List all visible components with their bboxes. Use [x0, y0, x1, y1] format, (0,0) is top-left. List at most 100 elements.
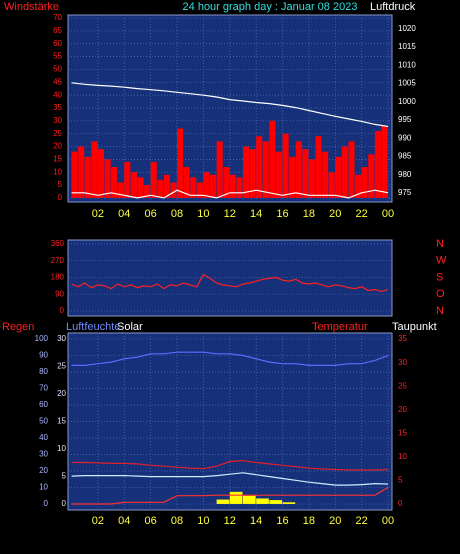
y-tick-label: 100	[35, 334, 49, 343]
legend-label: Taupunkt	[392, 321, 437, 333]
x-tick-label: 10	[197, 515, 209, 527]
x-tick-label: 06	[145, 208, 157, 220]
bar	[137, 177, 144, 198]
bar	[196, 182, 203, 198]
bar	[275, 151, 283, 198]
x-tick-label: 14	[250, 208, 262, 220]
bar	[190, 177, 197, 198]
y-tick-label: 5	[398, 475, 403, 484]
line	[71, 459, 389, 471]
y-tick-label: 10	[53, 167, 62, 176]
y-tick-label: 10	[39, 483, 48, 492]
y-tick-label: 0	[398, 499, 403, 508]
y-tick-label: 15	[53, 154, 62, 163]
y-tick-label: 30	[39, 450, 48, 459]
bar	[269, 120, 276, 198]
bar	[328, 172, 335, 198]
bar	[236, 177, 243, 198]
x-tick-label: 06	[145, 515, 157, 527]
x-tick-label: 14	[250, 515, 262, 527]
bar	[335, 156, 342, 198]
x-tick-label: 16	[276, 208, 288, 220]
wind-axis-title: Windstärke	[4, 1, 59, 13]
x-tick-label: 04	[118, 208, 130, 220]
bar	[348, 141, 355, 198]
bar	[381, 125, 388, 198]
bar	[144, 185, 151, 198]
x-tick-label: 16	[276, 515, 288, 527]
y-tick-label: 5	[58, 180, 63, 189]
y-tick-label: 1005	[398, 79, 416, 88]
bar	[308, 159, 316, 198]
x-tick-label: 02	[92, 208, 104, 220]
y-tick-label: 30	[53, 116, 62, 125]
bar	[262, 141, 269, 198]
y-tick-label: 70	[39, 384, 48, 393]
bar	[216, 499, 230, 504]
bar	[355, 174, 362, 198]
y-tick-label: N	[436, 305, 444, 317]
bar	[242, 146, 250, 198]
x-tick-label: 00	[382, 208, 394, 220]
bar	[97, 149, 105, 198]
bar	[289, 156, 296, 198]
y-tick-label: 1020	[398, 24, 416, 33]
bar	[157, 179, 164, 198]
y-tick-label: 995	[398, 115, 412, 124]
x-tick-label: 12	[224, 208, 236, 220]
y-tick-label: 55	[53, 52, 62, 61]
y-tick-label: 90	[39, 351, 48, 360]
bar	[242, 495, 256, 504]
legend-label: Regen	[2, 321, 34, 333]
y-tick-label: 15	[57, 417, 66, 426]
y-tick-label: 50	[39, 417, 48, 426]
line	[71, 472, 389, 486]
bar	[124, 161, 131, 198]
y-tick-label: 70	[53, 13, 62, 22]
y-tick-label: 360	[51, 239, 65, 248]
bar	[315, 136, 322, 198]
x-tick-label: 04	[118, 515, 130, 527]
x-tick-label: 02	[92, 515, 104, 527]
y-tick-label: 25	[53, 129, 62, 138]
y-tick-label: 0	[44, 499, 49, 508]
y-tick-label: N	[436, 238, 444, 250]
bar	[361, 167, 368, 198]
x-tick-label: 00	[382, 515, 394, 527]
y-tick-label: 35	[398, 334, 407, 343]
legend-label: Temperatur	[312, 321, 368, 333]
x-tick-label: 08	[171, 208, 183, 220]
bar	[203, 172, 210, 198]
bar	[295, 141, 302, 198]
bar	[282, 133, 289, 198]
pressure-axis-title: Luftdruck	[370, 1, 416, 13]
bar	[256, 498, 269, 504]
bar	[269, 500, 283, 504]
y-tick-label: 30	[57, 334, 66, 343]
bar	[117, 182, 124, 198]
y-tick-label: O	[436, 288, 445, 300]
y-tick-label: 180	[51, 273, 65, 282]
y-tick-label: 20	[398, 405, 407, 414]
legend-label: Luftfeuchte	[66, 321, 120, 333]
bar	[216, 141, 223, 198]
y-tick-label: 20	[57, 389, 66, 398]
y-tick-label: 35	[53, 103, 62, 112]
y-tick-label: 0	[60, 306, 65, 315]
y-tick-label: 25	[398, 381, 407, 390]
bar	[210, 174, 217, 198]
bar	[163, 174, 170, 198]
y-tick-label: 10	[57, 444, 66, 453]
y-tick-label: S	[436, 271, 443, 283]
y-tick-label: 975	[398, 188, 412, 197]
legend-label: Solar	[117, 321, 143, 333]
y-tick-label: 60	[53, 39, 62, 48]
bar	[104, 159, 111, 198]
bar	[130, 172, 137, 198]
y-tick-label: 30	[398, 358, 407, 367]
y-tick-label: 10	[398, 452, 407, 461]
line	[71, 189, 389, 199]
y-tick-label: 65	[53, 26, 62, 35]
y-tick-label: 90	[55, 289, 64, 298]
